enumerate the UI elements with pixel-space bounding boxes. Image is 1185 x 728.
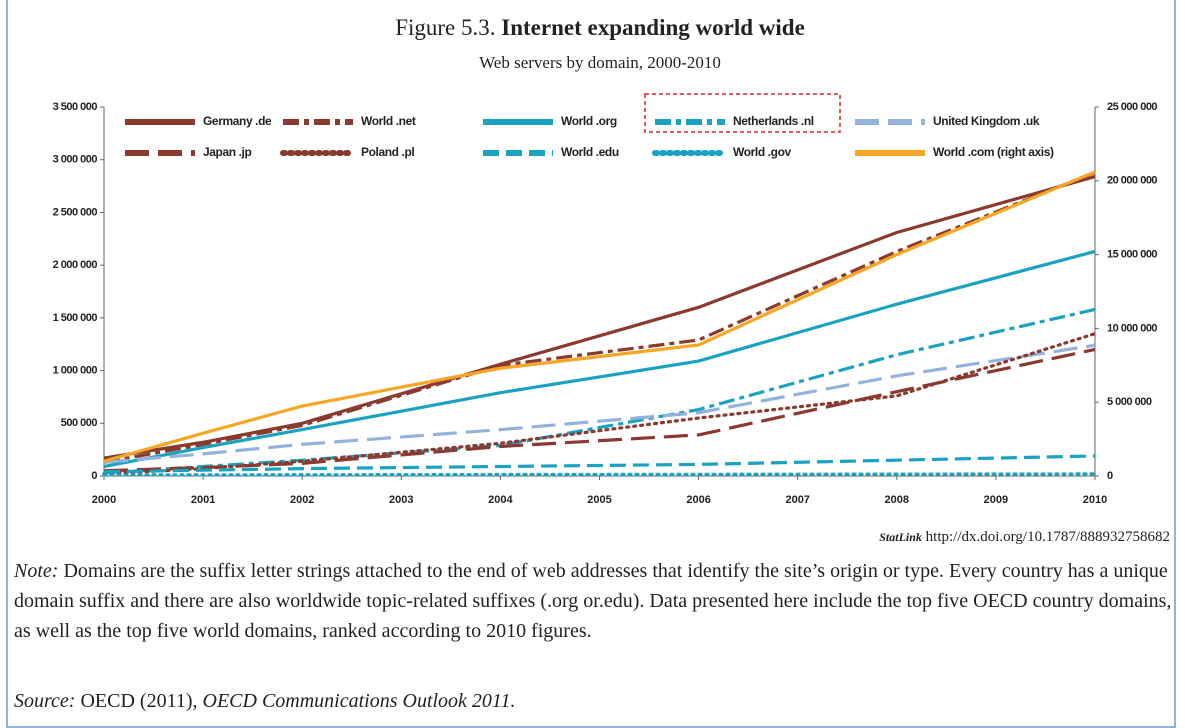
source-text: OECD (2011), — [80, 690, 198, 712]
legend-label: Japan .jp — [203, 145, 251, 159]
x-tick-label: 2001 — [191, 494, 215, 506]
x-tick-label: 2008 — [885, 494, 909, 506]
legend-label: Germany .de — [203, 114, 272, 128]
source: Source: OECD (2011), OECD Communications… — [14, 690, 515, 713]
legend-label: World .edu — [561, 145, 619, 159]
y-tick-label: 2 000 000 — [53, 259, 98, 271]
note-label: Note: — [14, 560, 59, 582]
legend-label: World .gov — [733, 145, 792, 159]
chart: Figure 5.3. Internet expanding world wid… — [53, 15, 1170, 545]
legend-label: Netherlands .nl — [733, 114, 814, 128]
statlink-url[interactable]: http://dx.doi.org/10.1787/888932758682 — [926, 529, 1170, 545]
x-tick-label: 2004 — [488, 494, 513, 506]
y-tick-label: 3 500 000 — [53, 101, 98, 113]
source-title: OECD Communications Outlook 2011. — [202, 690, 516, 712]
x-tick-label: 2010 — [1083, 494, 1107, 506]
series-line — [103, 170, 1096, 464]
note: Note: Domains are the suffix letter stri… — [14, 556, 1174, 646]
legend-label: World .org — [561, 114, 617, 128]
x-tick-label: 2009 — [984, 494, 1008, 506]
chart-subtitle: Web servers by domain, 2000-2010 — [479, 53, 721, 72]
series-line — [103, 249, 1096, 469]
statlink-label: StatLink — [879, 530, 922, 544]
x-tick-label: 2006 — [686, 494, 710, 506]
statlink: StatLink http://dx.doi.org/10.1787/88893… — [879, 529, 1170, 545]
chart-title: Figure 5.3. Internet expanding world wid… — [395, 15, 805, 40]
source-label: Source: — [14, 690, 76, 712]
y-tick-label: 2 500 000 — [53, 206, 98, 218]
x-tick-label: 2005 — [587, 494, 611, 506]
series-line — [103, 170, 1096, 463]
highlight-box — [644, 93, 841, 133]
legend-label: Poland .pl — [361, 145, 414, 159]
title-main: Internet expanding world wide — [501, 15, 805, 40]
legend-label: World .com (right axis) — [933, 145, 1054, 159]
legend-label: World .net — [361, 114, 416, 128]
y2-tick-label: 10 000 000 — [1107, 322, 1157, 334]
legend-label: United Kingdom .uk — [933, 114, 1040, 128]
series-line — [103, 343, 1096, 464]
x-tick-label: 2002 — [290, 494, 314, 506]
y2-tick-label: 5 000 000 — [1107, 396, 1152, 408]
x-tick-label: 2000 — [92, 494, 116, 506]
y-tick-label: 1 500 000 — [53, 312, 98, 324]
title-prefix: Figure 5.3. — [395, 15, 495, 40]
y2-tick-label: 0 — [1107, 470, 1113, 482]
y2-tick-label: 20 000 000 — [1107, 175, 1157, 187]
series-line — [102, 332, 1097, 476]
y-tick-label: 500 000 — [61, 417, 98, 429]
y2-tick-label: 25 000 000 — [1107, 101, 1157, 113]
x-tick-label: 2007 — [785, 494, 809, 506]
series-line — [102, 472, 1097, 477]
series-line — [103, 175, 1096, 460]
note-text: Domains are the suffix letter strings at… — [14, 560, 1172, 642]
y-tick-label: 1 000 000 — [53, 364, 98, 376]
y-tick-label: 0 — [91, 470, 97, 482]
y2-tick-label: 15 000 000 — [1107, 249, 1157, 261]
x-tick-label: 2003 — [389, 494, 413, 506]
series-line — [103, 454, 1096, 474]
y-tick-label: 3 000 000 — [53, 154, 98, 166]
